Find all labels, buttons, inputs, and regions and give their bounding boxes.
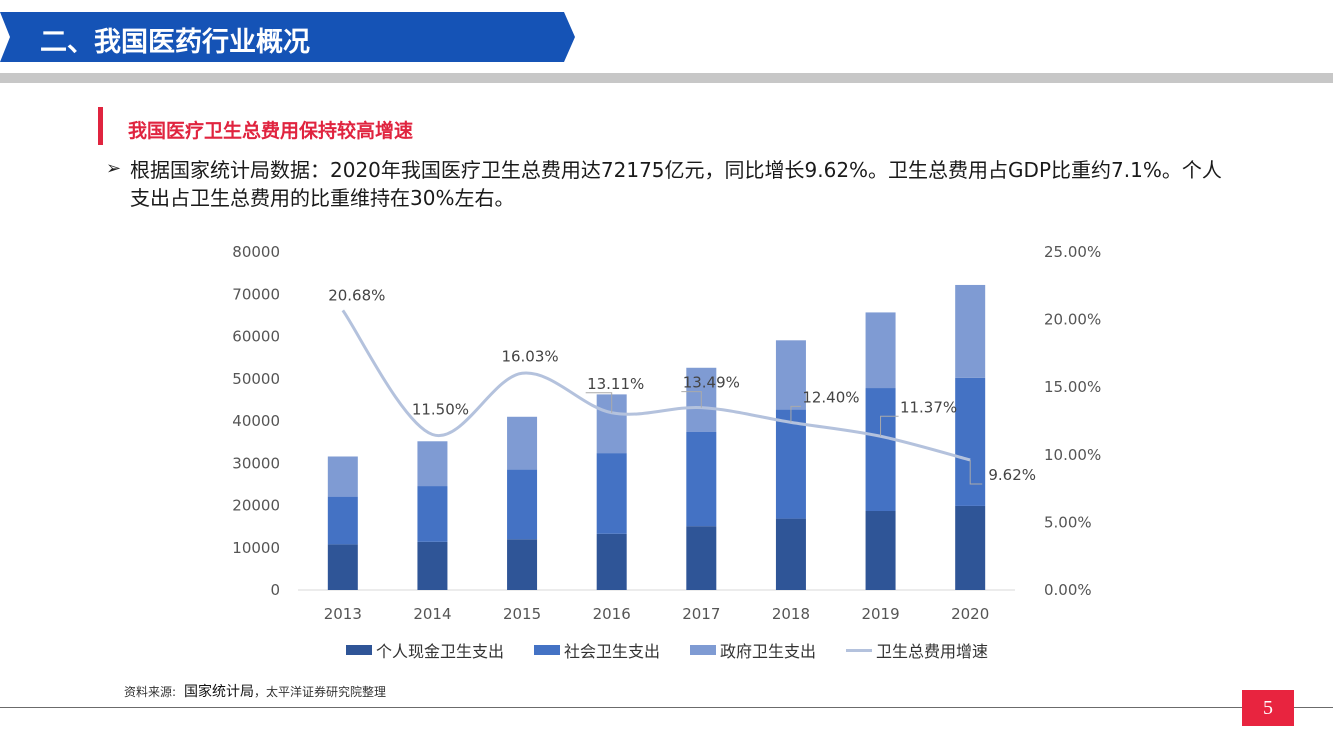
bar-segment — [507, 469, 538, 540]
right-tick-label: 5.00% — [1044, 513, 1092, 531]
bar-segment — [865, 388, 896, 511]
bar-segment — [417, 441, 448, 487]
right-tick-label: 10.00% — [1044, 446, 1101, 464]
left-tick-label: 40000 — [232, 412, 280, 430]
bar-segment — [775, 518, 806, 590]
bar-segment — [955, 505, 986, 590]
growth-data-label: 12.40% — [802, 388, 859, 406]
growth-label-leader — [969, 459, 983, 485]
left-tick-label: 60000 — [232, 328, 280, 346]
growth-data-label: 20.68% — [328, 286, 385, 304]
left-tick-label: 70000 — [232, 285, 280, 303]
chart-legend: 个人现金卫生支出 社会卫生支出 政府卫生支出 卫生总费用增速 — [346, 638, 988, 662]
legend-item-social: 社会卫生支出 — [534, 638, 660, 662]
legend-item-growth: 卫生总费用增速 — [846, 638, 988, 662]
growth-data-label: 9.62% — [988, 466, 1036, 484]
source-name: 国家统计局 — [184, 684, 255, 700]
growth-label-leader — [790, 405, 801, 423]
growth-data-label: 13.11% — [587, 375, 644, 393]
source-rest: ，太平洋证券研究院整理 — [254, 685, 387, 699]
left-tick-label: 10000 — [232, 539, 280, 557]
left-tick-label: 50000 — [232, 370, 280, 388]
legend-label-social: 社会卫生支出 — [564, 642, 661, 661]
page-title: 二、我国医药行业概况 — [40, 27, 310, 58]
x-tick-label: 2019 — [861, 605, 899, 623]
x-tick-label: 2015 — [503, 605, 541, 623]
bar-segment — [417, 541, 448, 590]
bar-segment — [327, 496, 358, 545]
x-tick-label: 2020 — [951, 605, 989, 623]
bar-segment — [686, 431, 717, 527]
left-tick-label: 20000 — [232, 497, 280, 515]
bar-segment — [865, 510, 896, 590]
bar-segment — [417, 486, 448, 542]
right-tick-label: 15.00% — [1044, 378, 1101, 396]
x-axis-ticks: 2013 2014 2015 2016 2017 2018 2019 2020 — [324, 605, 990, 623]
bar-segment — [955, 284, 986, 378]
growth-rate-line — [341, 309, 971, 462]
x-tick-label: 2013 — [324, 605, 362, 623]
right-tick-label: 25.00% — [1044, 243, 1101, 261]
growth-data-label: 11.50% — [412, 401, 469, 419]
growth-label-leader — [880, 415, 899, 437]
bar-segment — [955, 377, 986, 506]
x-tick-label: 2018 — [772, 605, 810, 623]
legend-swatch-gov — [690, 645, 717, 655]
legend-swatch-growth — [846, 648, 873, 652]
legend-item-gov: 政府卫生支出 — [690, 638, 816, 662]
bar-segment — [865, 312, 896, 389]
growth-data-label: 11.37% — [900, 398, 957, 416]
x-tick-label: 2017 — [682, 605, 720, 623]
bullet-text: 根据国家统计局数据：2020年我国医疗卫生总费用达72175亿元，同比增长9.6… — [130, 158, 1222, 210]
subtitle-accent-bar — [98, 107, 103, 145]
growth-label-leader — [681, 391, 702, 408]
growth-rate-labels: 20.68% 11.50% 16.03% 13.11% 13.49% 12.40% 11.3… — [328, 286, 1036, 485]
bar-segment — [596, 453, 627, 534]
left-axis-ticks: 0 10000 20000 30000 40000 50000 60000 70000 8000… — [232, 243, 280, 599]
header-divider — [0, 73, 1333, 83]
section-subtitle: 我国医疗卫生总费用保持较高增速 — [128, 120, 414, 142]
bar-segment — [327, 544, 358, 590]
x-tick-label: 2014 — [413, 605, 451, 623]
x-tick-label: 2016 — [593, 605, 631, 623]
legend-label-personal: 个人现金卫生支出 — [376, 642, 505, 661]
footer-divider — [0, 707, 1333, 708]
left-tick-label: 0 — [270, 581, 280, 599]
source-label: 资料来源: — [124, 685, 177, 699]
right-tick-label: 20.00% — [1044, 311, 1101, 329]
legend-label-growth: 卫生总费用增速 — [876, 642, 989, 661]
bullet-arrow-icon: ➢ — [106, 158, 122, 179]
bar-segment — [327, 456, 358, 497]
left-tick-label: 30000 — [232, 454, 280, 472]
source-note: 资料来源: 国家统计局，太平洋证券研究院整理 — [124, 681, 386, 701]
title-banner — [0, 12, 575, 62]
growth-data-label: 13.49% — [683, 374, 740, 392]
legend-item-personal: 个人现金卫生支出 — [346, 638, 504, 662]
left-tick-label: 80000 — [232, 243, 280, 261]
legend-swatch-social — [534, 645, 561, 655]
right-axis-ticks: 0.00% 5.00% 10.00% 15.00% 20.00% 25.00% — [1044, 243, 1101, 599]
legend-swatch-personal — [346, 645, 372, 655]
bar-segment — [596, 533, 627, 590]
bar-segment — [686, 526, 717, 590]
growth-data-label: 16.03% — [501, 347, 558, 365]
right-tick-label: 0.00% — [1044, 581, 1092, 599]
page-number: 5 — [1242, 690, 1294, 726]
legend-label-gov: 政府卫生支出 — [720, 642, 817, 661]
bar-segment — [775, 340, 806, 410]
bar-segment — [507, 416, 538, 470]
growth-label-leader — [585, 392, 613, 413]
bar-segment — [775, 409, 806, 519]
bar-segment — [507, 539, 538, 590]
